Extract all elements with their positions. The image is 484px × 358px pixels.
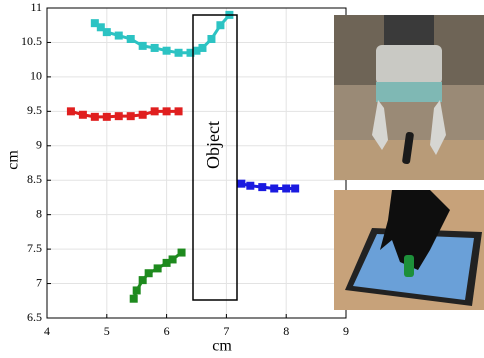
x-tick-label: 9: [343, 324, 349, 338]
tablet-photo: [334, 190, 484, 310]
y-tick-label: 9: [36, 138, 42, 152]
marker: [150, 43, 159, 52]
x-tick-label: 4: [44, 324, 50, 338]
marker: [138, 110, 147, 119]
x-tick-label: 5: [104, 324, 110, 338]
marker: [246, 181, 255, 190]
object-region: [192, 14, 238, 301]
marker: [126, 112, 135, 121]
marker: [186, 48, 195, 57]
marker: [150, 107, 159, 116]
y-tick-label: 8: [36, 206, 42, 220]
y-tick-label: 8.5: [27, 172, 42, 186]
object-label: Object: [203, 121, 223, 169]
marker: [270, 184, 279, 193]
x-tick-label: 6: [164, 324, 170, 338]
marker: [102, 112, 111, 121]
marker: [102, 28, 111, 37]
marker: [237, 179, 246, 188]
marker: [114, 112, 123, 121]
marker: [174, 107, 183, 116]
marker: [216, 21, 225, 30]
y-tick-label: 7.5: [27, 241, 42, 255]
y-tick-label: 6.5: [27, 310, 42, 324]
y-tick-label: 9.5: [27, 103, 42, 117]
y-axis-label: cm: [5, 150, 22, 170]
x-tick-label: 8: [283, 324, 289, 338]
marker: [138, 276, 147, 285]
marker: [66, 107, 75, 116]
marker: [78, 110, 87, 119]
plot-area: 4 5 6 7 8 9 6.5 7 7.5 8 8.5 9 9.5 10 10.5 11 Object: [21, 0, 349, 338]
y-tick-label: 11: [30, 0, 42, 14]
marker: [258, 183, 267, 192]
marker: [162, 258, 171, 267]
marker: [177, 248, 186, 257]
marker: [96, 23, 105, 32]
marker: [132, 286, 141, 295]
marker: [174, 48, 183, 57]
y-tick-label: 10.5: [21, 34, 42, 48]
marker: [144, 269, 153, 278]
marker: [207, 35, 216, 43]
marker: [129, 294, 138, 303]
marker: [282, 184, 291, 193]
gripper-photo: [334, 15, 484, 180]
marker: [114, 31, 123, 40]
marker: [291, 184, 300, 193]
x-axis-label: cm: [212, 338, 232, 355]
marker: [162, 107, 171, 116]
y-tick-label: 10: [30, 69, 42, 83]
marker: [90, 112, 99, 121]
marker: [192, 46, 201, 55]
marker: [198, 43, 207, 52]
marker: [162, 46, 171, 55]
marker: [126, 35, 135, 43]
marker: [153, 264, 162, 273]
y-tick-label: 7: [36, 275, 42, 289]
series-line: [70, 109, 179, 119]
marker: [90, 19, 99, 28]
marker: [168, 255, 177, 264]
x-tick-label: 7: [223, 324, 229, 338]
marker: [138, 41, 147, 50]
